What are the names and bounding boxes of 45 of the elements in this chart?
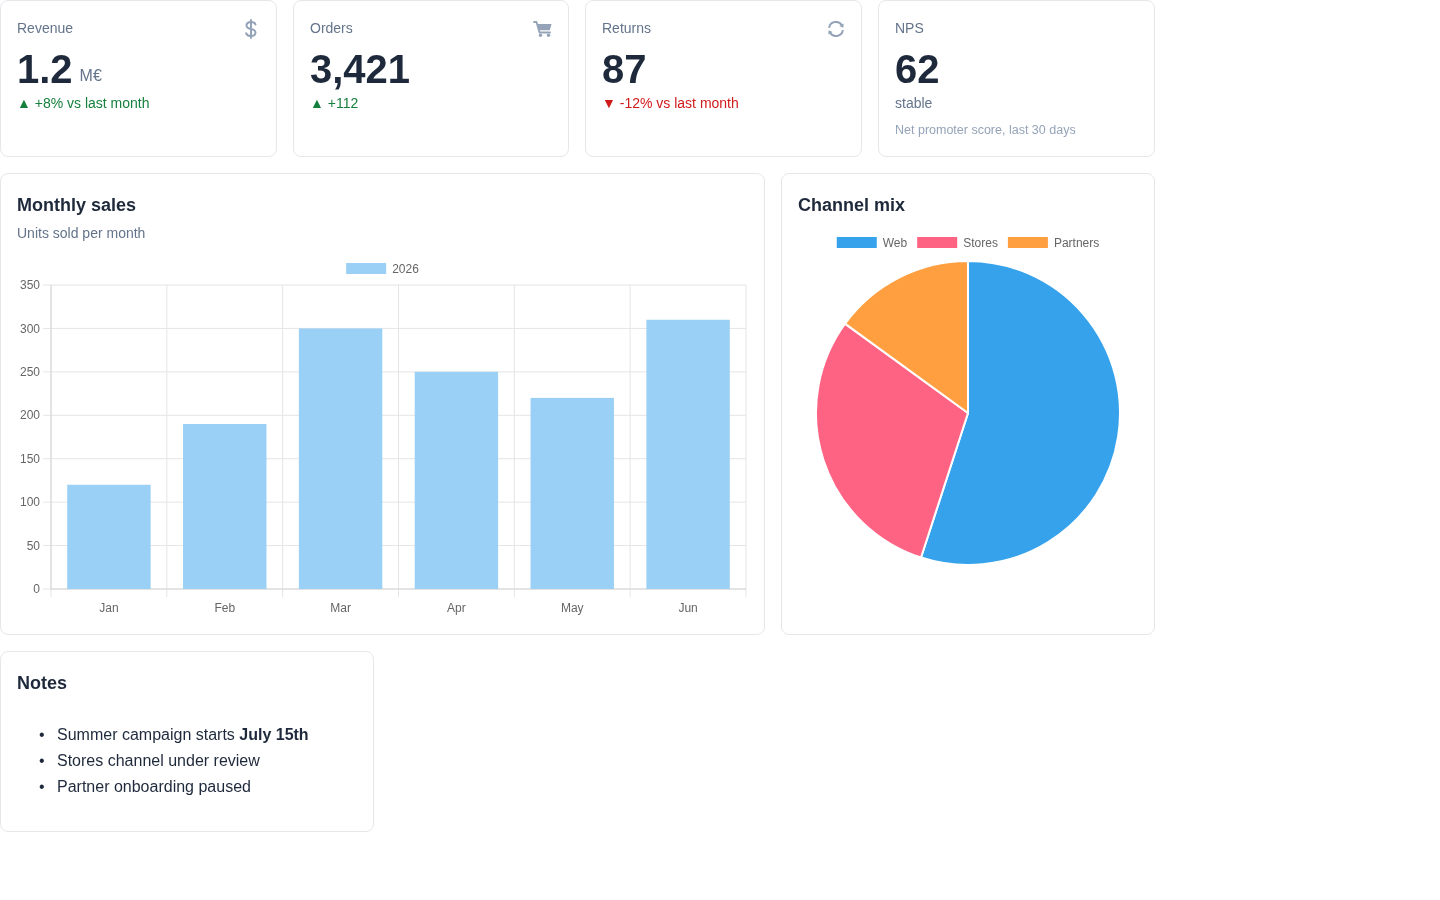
x-tick-label: May xyxy=(560,601,584,615)
bar xyxy=(414,371,499,589)
text: M€ xyxy=(79,67,102,84)
text: NPS xyxy=(895,20,924,36)
bar xyxy=(530,397,614,589)
chart-title: Monthly sales xyxy=(17,195,137,215)
legend-label: Web xyxy=(882,236,908,250)
y-tick-label: 50 xyxy=(26,538,41,553)
y-tick-label: 300 xyxy=(19,321,41,336)
y-tick-label: 350 xyxy=(19,278,41,293)
legend-label: 2026 xyxy=(392,262,420,276)
y-tick-label: 0 xyxy=(33,582,41,597)
text: • Stores channel under review xyxy=(39,752,261,769)
text: Net promoter score, last 30 days xyxy=(895,123,1076,137)
chart-title: Channel mix xyxy=(798,195,906,215)
bar xyxy=(67,484,151,589)
text: • Summer campaign starts July 15th xyxy=(39,726,309,743)
y-tick-label: 250 xyxy=(19,365,41,380)
bar xyxy=(646,319,730,589)
bar xyxy=(183,423,267,589)
text: ▼ -12% vs last month xyxy=(602,95,739,111)
text: stable xyxy=(895,95,933,111)
y-tick-label: 150 xyxy=(19,451,41,466)
chart-subtitle: Units sold per month xyxy=(17,225,146,241)
legend-label: Partners xyxy=(1053,236,1100,250)
text: ▲ +112 xyxy=(310,95,359,111)
y-tick-label: 100 xyxy=(19,495,41,510)
text: 62 xyxy=(895,47,940,91)
x-tick-label: Jan xyxy=(99,601,119,615)
text: Orders xyxy=(310,20,353,36)
bar xyxy=(298,328,383,589)
text: Notes xyxy=(17,673,68,693)
y-tick-label: 200 xyxy=(19,408,41,423)
legend-label: Stores xyxy=(963,236,998,250)
text: ▲ +8% vs last month xyxy=(17,95,150,111)
x-tick-label: Mar xyxy=(330,601,351,615)
text: Revenue xyxy=(17,20,74,36)
text: 87 xyxy=(602,47,647,91)
text: 1.2 xyxy=(17,47,73,91)
text: 3,421 xyxy=(310,47,411,91)
x-tick-label: Feb xyxy=(214,601,236,615)
x-tick-label: Apr xyxy=(447,601,466,615)
text: • Partner onboarding paused xyxy=(39,778,251,795)
text: Returns xyxy=(602,20,652,36)
x-tick-label: Jun xyxy=(678,601,698,615)
